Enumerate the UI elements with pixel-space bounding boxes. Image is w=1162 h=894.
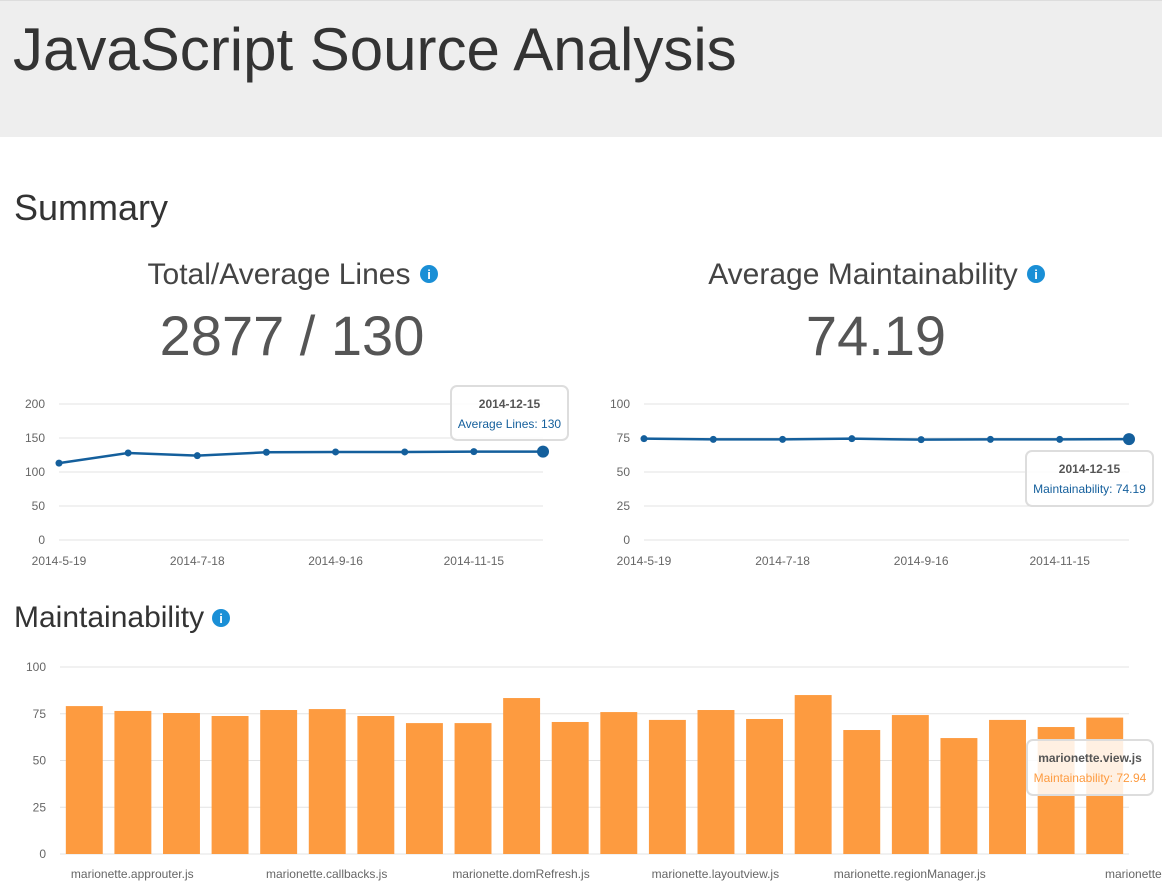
- y-tick-label: 50: [33, 754, 47, 768]
- card-value: 2877 / 130: [160, 304, 425, 367]
- svg-text:i: i: [427, 267, 431, 282]
- tooltip: 2014-12-15 Maintainability: 74.19: [1025, 450, 1154, 507]
- y-tick-label: 0: [39, 847, 46, 861]
- x-tick-label: marionette.callbacks.js: [266, 867, 387, 881]
- tooltip-title: 2014-12-15: [479, 397, 541, 411]
- x-tick-label: 2014-7-18: [170, 554, 225, 568]
- section-heading: Maintainability: [14, 601, 204, 634]
- x-tick-label: 2014-9-16: [894, 554, 949, 568]
- x-tick-label: 2014-11-15: [444, 554, 505, 568]
- y-tick-label: 0: [623, 533, 630, 547]
- y-tick-label: 75: [33, 707, 47, 721]
- x-tick-label: 2014-7-18: [755, 554, 810, 568]
- bar: [260, 710, 298, 854]
- bar: [503, 698, 541, 854]
- x-tick-label: 2014-5-19: [32, 554, 87, 568]
- bar: [308, 709, 346, 854]
- card-title: Average Maintainability: [708, 258, 1018, 291]
- bar: [746, 718, 784, 854]
- data-point: [1056, 435, 1064, 443]
- x-tick-label: marionette.regionManager.js: [834, 867, 986, 881]
- y-tick-label: 75: [617, 431, 631, 445]
- tooltip-text: Maintainability: 72.94: [1034, 771, 1147, 785]
- x-tick-label: marionette.domRefresh.js: [452, 867, 589, 881]
- x-tick-label: 2014-5-19: [617, 554, 672, 568]
- data-point: [1123, 433, 1135, 446]
- bar: [648, 719, 686, 854]
- data-point: [848, 435, 856, 443]
- bar: [163, 713, 200, 854]
- data-point: [262, 448, 270, 456]
- data-point: [537, 445, 549, 458]
- bar: [794, 695, 832, 854]
- tooltip-text: Average Lines: 130: [458, 417, 562, 431]
- x-tick-label: 2014-9-16: [308, 554, 363, 568]
- y-tick-label: 200: [25, 397, 45, 411]
- bar: [405, 723, 443, 854]
- bar: [940, 738, 978, 854]
- bar: [989, 719, 1026, 854]
- page-title: JavaScript Source Analysis: [13, 16, 737, 83]
- card-title: Total/Average Lines: [148, 258, 411, 291]
- info-icon[interactable]: i: [1027, 265, 1045, 283]
- data-point: [332, 448, 340, 456]
- y-tick-label: 150: [25, 431, 45, 445]
- data-point: [640, 435, 648, 443]
- bar: [600, 712, 638, 854]
- section-heading: Summary: [14, 187, 168, 228]
- data-point: [124, 449, 132, 457]
- y-tick-label: 100: [26, 660, 46, 674]
- bar: [357, 715, 395, 854]
- bar: [697, 710, 735, 854]
- y-tick-label: 100: [610, 397, 630, 411]
- data-point: [779, 435, 787, 443]
- x-tick-label: 2014-11-15: [1029, 554, 1090, 568]
- tooltip-title: 2014-12-15: [1059, 462, 1121, 476]
- svg-text:i: i: [219, 611, 223, 626]
- y-tick-label: 100: [25, 465, 45, 479]
- bar: [843, 730, 881, 854]
- bar: [65, 706, 103, 854]
- data-point: [401, 448, 409, 456]
- data-point: [55, 459, 63, 467]
- bar: [891, 715, 929, 854]
- info-icon[interactable]: i: [212, 609, 230, 627]
- tooltip-text: Maintainability: 74.19: [1033, 482, 1146, 496]
- y-tick-label: 0: [38, 533, 45, 547]
- bar: [551, 721, 589, 854]
- tooltip: marionette.view.js Maintainability: 72.94: [1026, 739, 1154, 796]
- x-tick-label: marionette.approuter.js: [71, 867, 194, 881]
- tooltip: 2014-12-15 Average Lines: 130: [450, 385, 569, 441]
- data-point: [986, 435, 994, 443]
- bar: [211, 715, 249, 854]
- x-tick-label: marionette.view.js: [1105, 867, 1162, 881]
- tooltip-box: [1026, 739, 1154, 796]
- series-line: [58, 450, 543, 465]
- y-tick-label: 50: [617, 465, 631, 479]
- tooltip-box: [450, 385, 569, 441]
- svg-text:i: i: [1034, 267, 1038, 282]
- data-point: [193, 452, 201, 460]
- info-icon[interactable]: i: [420, 265, 438, 283]
- tooltip-box: [1025, 450, 1154, 507]
- series-line: [643, 437, 1130, 441]
- bar: [454, 723, 492, 854]
- data-point: [709, 435, 717, 443]
- header-band: [0, 0, 1162, 137]
- y-tick-label: 25: [33, 800, 47, 814]
- y-tick-label: 25: [617, 499, 631, 513]
- tooltip-title: marionette.view.js: [1038, 751, 1142, 765]
- card-value: 74.19: [806, 304, 946, 367]
- data-point: [917, 436, 925, 444]
- x-tick-label: marionette.layoutview.js: [652, 867, 779, 881]
- y-tick-label: 50: [32, 499, 46, 513]
- data-point: [470, 448, 478, 456]
- bar: [114, 710, 152, 854]
